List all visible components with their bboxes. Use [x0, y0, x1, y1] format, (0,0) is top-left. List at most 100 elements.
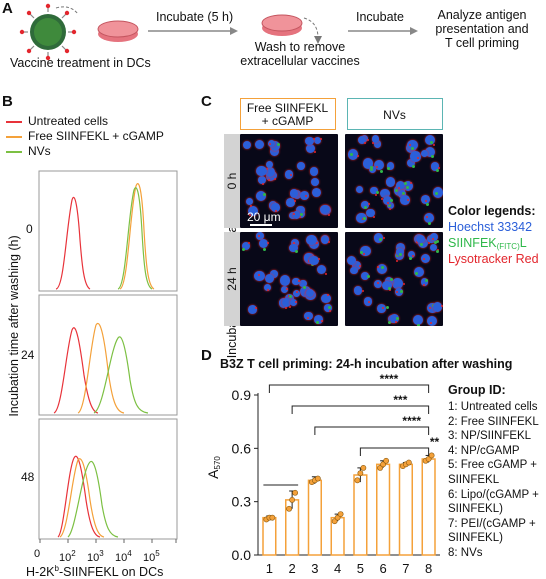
lysotracker-spot	[327, 214, 330, 217]
fitc-spot	[435, 192, 439, 196]
step2-line2: extracellular vaccines	[240, 54, 360, 68]
x-tick-label: 2	[289, 561, 296, 576]
cell-nucleus	[258, 239, 268, 249]
lysotracker-spot	[315, 242, 318, 245]
cell-nucleus	[313, 137, 321, 145]
cell-nucleus	[296, 162, 305, 171]
fitc-spot	[395, 316, 399, 320]
cell-nucleus	[360, 245, 371, 257]
fitc-spot	[433, 240, 437, 244]
legend-free: Free SIINFEKL + cGAMP	[28, 129, 164, 143]
group-legend-title: Group ID:	[448, 383, 506, 397]
x-tick-label: 1	[266, 561, 273, 576]
lysotracker-spot	[298, 279, 301, 282]
cell-nucleus	[243, 140, 252, 149]
group-legend-item: 4: NP/cGAMP	[448, 444, 520, 457]
fitc-spot	[427, 221, 431, 225]
chart-title: B3Z T cell priming: 24-h incubation afte…	[220, 357, 513, 371]
cell-nucleus	[269, 140, 280, 151]
significance-bracket	[314, 426, 430, 435]
bar	[398, 463, 413, 556]
row-label-24h: 24	[21, 348, 35, 362]
cell-nucleus	[271, 203, 280, 212]
cell-nucleus	[429, 243, 438, 252]
lysotracker-spot	[389, 207, 392, 210]
fitc-spot	[360, 251, 364, 255]
fitc-spot	[376, 190, 380, 194]
lysotracker-spot	[376, 266, 379, 269]
data-point	[314, 475, 321, 482]
fitc-spot	[416, 324, 420, 326]
cell-nucleus	[270, 270, 278, 278]
cell-nucleus	[267, 139, 276, 148]
cell-nucleus	[282, 298, 291, 307]
x-tick-label: 7	[402, 561, 409, 576]
fitc-spot	[316, 321, 320, 325]
cell-nucleus	[416, 234, 425, 244]
legend-untreated: Untreated cells	[28, 114, 109, 128]
cell-nucleus	[309, 167, 319, 176]
lysotracker-spot	[326, 294, 329, 297]
data-point	[428, 452, 435, 459]
data-point	[337, 511, 344, 518]
group-legend-item: 2: Free SIINFEKL	[448, 415, 539, 428]
histogram-frame-24h	[38, 294, 178, 416]
fitc-spot	[389, 277, 393, 281]
bar	[307, 479, 322, 556]
lysotracker-spot	[431, 238, 434, 241]
cell-nucleus	[253, 270, 265, 282]
cell-nucleus	[371, 135, 379, 143]
lysotracker-spot	[357, 155, 360, 158]
cell-nucleus	[311, 187, 321, 197]
fitc-spot	[385, 305, 389, 309]
fitc-spot	[363, 217, 367, 221]
lysotracker-spot	[249, 214, 252, 217]
hist-24h-free	[77, 322, 125, 414]
x-tick-label: 6	[380, 561, 387, 576]
lysotracker-spot	[429, 306, 432, 309]
lysotracker-spot	[306, 316, 309, 319]
lysotracker-spot	[381, 197, 384, 200]
cell-nucleus	[306, 234, 317, 246]
histogram-plot	[38, 170, 178, 543]
lysotracker-spot	[262, 183, 265, 186]
lysotracker-spot	[265, 167, 268, 170]
cell-nucleus	[289, 298, 298, 307]
cell-nucleus	[316, 265, 326, 275]
lysotracker-spot	[426, 216, 429, 219]
cell-nucleus	[284, 170, 293, 179]
lysotracker-spot	[364, 142, 367, 145]
fitc-spot	[387, 167, 391, 171]
lysotracker-spot	[292, 212, 295, 215]
nanovaccine-icon	[19, 3, 79, 61]
fitc-spot	[388, 320, 392, 324]
fitc-spot	[289, 295, 293, 299]
cell-nucleus	[258, 176, 266, 184]
lysotracker-spot	[293, 242, 296, 245]
data-point	[269, 514, 276, 521]
x-tick-label: 3	[311, 561, 318, 576]
lysotracker-spot	[250, 204, 253, 207]
panel-b-xlabel: H-2Kb-SIINFEKL on DCs	[26, 564, 164, 579]
color-legend-fitc: SIINFEK(FITC)L	[448, 236, 527, 251]
cell-nucleus	[362, 158, 374, 169]
cell-nucleus	[410, 151, 421, 162]
cell-nucleus	[254, 140, 265, 150]
fitc-spot	[389, 198, 393, 202]
cell-nucleus	[380, 188, 390, 198]
cell-nucleus	[292, 210, 301, 219]
fitc-spot	[394, 189, 398, 193]
x-tick-label: 5	[357, 561, 364, 576]
xtick-1e2: 102	[59, 549, 76, 564]
cell-nucleus	[414, 267, 425, 278]
group-legend-item: 5: Free cGAMP +	[448, 459, 537, 472]
cell-nucleus	[280, 285, 288, 293]
cell-nucleus	[418, 237, 429, 248]
data-point	[383, 457, 390, 464]
cell-nucleus	[413, 315, 423, 326]
cell-nucleus	[305, 143, 316, 154]
cell-nucleus	[304, 252, 313, 262]
fitc-spot	[409, 256, 413, 260]
lysotracker-spot	[329, 310, 332, 313]
